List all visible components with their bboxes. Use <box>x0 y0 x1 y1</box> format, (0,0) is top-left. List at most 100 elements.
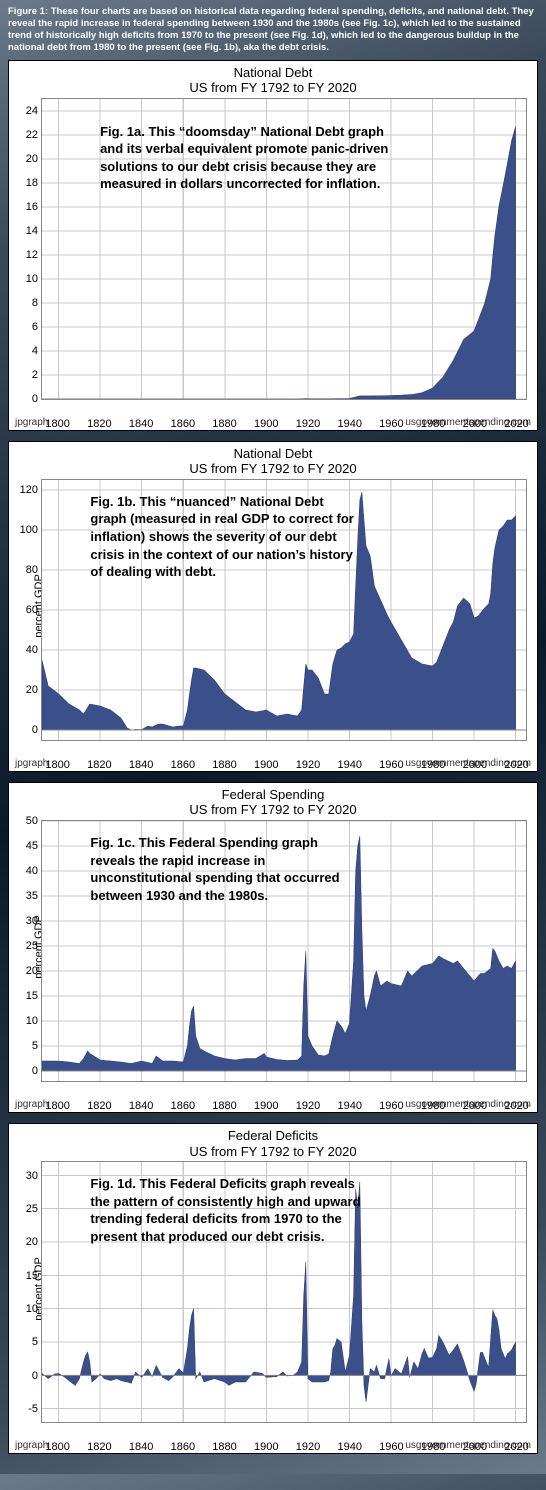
chart-panel-b: National DebtUS from FY 1792 to FY 2020p… <box>8 441 538 772</box>
ytick-label: 16 <box>26 201 42 213</box>
chart-subtitle: US from FY 1792 to FY 2020 <box>13 80 533 96</box>
ytick-label: 25 <box>26 1203 42 1215</box>
xtick-label: 1880 <box>212 1098 236 1112</box>
data-series <box>42 126 516 398</box>
xtick-label: 1940 <box>337 757 361 771</box>
xtick-label: 1820 <box>87 1439 111 1453</box>
xtick-label: 2020 <box>504 1439 528 1453</box>
ytick-label: -5 <box>28 1403 42 1415</box>
ytick-label: 120 <box>20 484 42 496</box>
xtick-label: 1980 <box>421 1098 445 1112</box>
ytick-label: 15 <box>26 1270 42 1282</box>
xtick-label: 1860 <box>171 757 195 771</box>
ytick-label: 35 <box>26 890 42 902</box>
plot-area: 024681012141618202224Fig. 1a. This “doom… <box>41 98 527 400</box>
xtick-label: 1920 <box>296 757 320 771</box>
xtick-label: 1840 <box>129 1098 153 1112</box>
ytick-label: 0 <box>32 724 42 736</box>
xtick-label: 1980 <box>421 757 445 771</box>
footer-left: jpgraph <box>15 758 48 769</box>
ytick-label: 8 <box>32 297 42 309</box>
xtick-label: 1800 <box>45 1439 69 1453</box>
xtick-label: 1960 <box>379 1098 403 1112</box>
xtick-label: 2000 <box>463 1439 487 1453</box>
plot-area: 05101520253035404550Fig. 1c. This Federa… <box>41 820 527 1082</box>
xtick-label: 1820 <box>87 416 111 430</box>
xtick-label: 1860 <box>171 1098 195 1112</box>
xtick-label: 1820 <box>87 1098 111 1112</box>
ytick-label: 0 <box>32 1065 42 1077</box>
chart-panel-c: Federal SpendingUS from FY 1792 to FY 20… <box>8 782 538 1113</box>
xtick-label: 1920 <box>296 1098 320 1112</box>
chart-subtitle: US from FY 1792 to FY 2020 <box>13 802 533 818</box>
xtick-label: 1940 <box>337 1098 361 1112</box>
ytick-label: 25 <box>26 940 42 952</box>
ytick-label: 45 <box>26 840 42 852</box>
xtick-label: 2020 <box>504 416 528 430</box>
xtick-label: 2000 <box>463 416 487 430</box>
xtick-label: 1920 <box>296 1439 320 1453</box>
xtick-label: 1940 <box>337 1439 361 1453</box>
ytick-label: 12 <box>26 249 42 261</box>
xtick-label: 1840 <box>129 416 153 430</box>
ytick-label: 10 <box>26 273 42 285</box>
ytick-label: 5 <box>32 1040 42 1052</box>
xtick-label: 2000 <box>463 757 487 771</box>
chart-title: National Debt <box>13 446 533 462</box>
ytick-label: 5 <box>32 1336 42 1348</box>
xtick-label: 1960 <box>379 1439 403 1453</box>
ytick-label: 24 <box>26 105 42 117</box>
ytick-label: 22 <box>26 129 42 141</box>
chart-panel-d: Federal DeficitsUS from FY 1792 to FY 20… <box>8 1123 538 1454</box>
ytick-label: 10 <box>26 1015 42 1027</box>
xtick-label: 1800 <box>45 416 69 430</box>
xtick-label: 1880 <box>212 1439 236 1453</box>
xtick-label: 1840 <box>129 1439 153 1453</box>
xtick-label: 1960 <box>379 416 403 430</box>
xtick-label: 1900 <box>254 1098 278 1112</box>
ytick-label: 6 <box>32 321 42 333</box>
ytick-label: 20 <box>26 153 42 165</box>
xtick-label: 1900 <box>254 757 278 771</box>
chart-subtitle: US from FY 1792 to FY 2020 <box>13 1144 533 1160</box>
xtick-label: 1980 <box>421 416 445 430</box>
ytick-label: 10 <box>26 1303 42 1315</box>
footer-left: jpgraph <box>15 1099 48 1110</box>
chart-title: Federal Spending <box>13 787 533 803</box>
xtick-label: 1820 <box>87 757 111 771</box>
chart-title: National Debt <box>13 65 533 81</box>
figure-caption: Figure 1: These four charts are based on… <box>8 6 538 54</box>
footer-left: jpgraph <box>15 1440 48 1451</box>
xtick-label: 2000 <box>463 1098 487 1112</box>
xtick-label: 1840 <box>129 757 153 771</box>
xtick-label: 1800 <box>45 757 69 771</box>
plot-area: -5051015202530Fig. 1d. This Federal Defi… <box>41 1161 527 1423</box>
ytick-label: 18 <box>26 177 42 189</box>
chart-title: Federal Deficits <box>13 1128 533 1144</box>
ytick-label: 60 <box>26 604 42 616</box>
xtick-label: 1860 <box>171 1439 195 1453</box>
ytick-label: 40 <box>26 865 42 877</box>
ytick-label: 20 <box>26 684 42 696</box>
plot-area: 020406080100120Fig. 1b. This “nuanced” N… <box>41 479 527 741</box>
ytick-label: 20 <box>26 965 42 977</box>
chart-panel-a: National DebtUS from FY 1792 to FY 2020$… <box>8 60 538 431</box>
xtick-label: 1900 <box>254 1439 278 1453</box>
xtick-label: 1980 <box>421 1439 445 1453</box>
ytick-label: 20 <box>26 1236 42 1248</box>
footer-left: jpgraph <box>15 417 48 428</box>
ytick-label: 50 <box>26 815 42 827</box>
chart-subtitle: US from FY 1792 to FY 2020 <box>13 461 533 477</box>
ytick-label: 4 <box>32 345 42 357</box>
ytick-label: 40 <box>26 644 42 656</box>
ytick-label: 80 <box>26 564 42 576</box>
ytick-label: 2 <box>32 369 42 381</box>
xtick-label: 1860 <box>171 416 195 430</box>
data-series <box>42 1182 516 1402</box>
xtick-label: 1800 <box>45 1098 69 1112</box>
xtick-label: 1880 <box>212 416 236 430</box>
xtick-label: 2020 <box>504 757 528 771</box>
xtick-label: 2020 <box>504 1098 528 1112</box>
xtick-label: 1940 <box>337 416 361 430</box>
ytick-label: 15 <box>26 990 42 1002</box>
